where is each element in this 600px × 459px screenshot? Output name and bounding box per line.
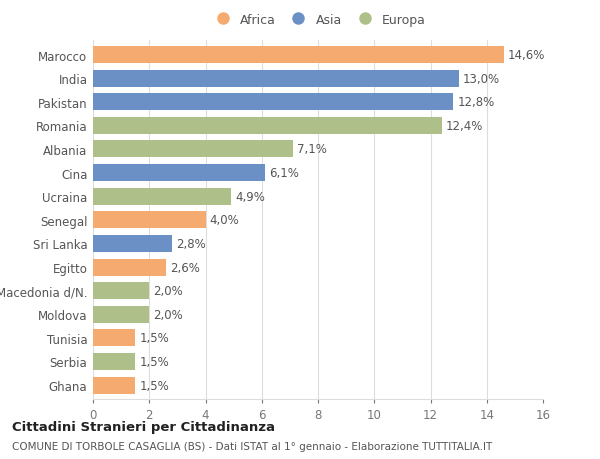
- Bar: [93, 141, 293, 158]
- Text: 7,1%: 7,1%: [297, 143, 327, 156]
- Bar: [93, 259, 166, 276]
- Bar: [93, 306, 149, 323]
- Text: 2,0%: 2,0%: [154, 308, 183, 321]
- Text: 12,8%: 12,8%: [457, 96, 494, 109]
- Bar: [93, 47, 503, 64]
- Legend: Africa, Asia, Europa: Africa, Asia, Europa: [205, 9, 431, 32]
- Bar: [93, 71, 458, 88]
- Text: 2,8%: 2,8%: [176, 237, 206, 250]
- Bar: [93, 235, 172, 252]
- Text: COMUNE DI TORBOLE CASAGLIA (BS) - Dati ISTAT al 1° gennaio - Elaborazione TUTTIT: COMUNE DI TORBOLE CASAGLIA (BS) - Dati I…: [12, 441, 492, 451]
- Bar: [93, 212, 205, 229]
- Text: 13,0%: 13,0%: [463, 73, 500, 85]
- Text: 1,5%: 1,5%: [139, 355, 169, 368]
- Text: 1,5%: 1,5%: [139, 379, 169, 392]
- Bar: [93, 188, 231, 205]
- Bar: [93, 282, 149, 299]
- Text: 1,5%: 1,5%: [139, 331, 169, 345]
- Text: 4,9%: 4,9%: [235, 190, 265, 203]
- Bar: [93, 165, 265, 182]
- Text: 4,0%: 4,0%: [210, 214, 239, 227]
- Bar: [93, 94, 453, 111]
- Text: 14,6%: 14,6%: [508, 49, 545, 62]
- Bar: [93, 118, 442, 134]
- Text: 12,4%: 12,4%: [446, 120, 484, 133]
- Text: 2,0%: 2,0%: [154, 285, 183, 297]
- Text: 6,1%: 6,1%: [269, 167, 299, 179]
- Text: Cittadini Stranieri per Cittadinanza: Cittadini Stranieri per Cittadinanza: [12, 420, 275, 433]
- Bar: [93, 330, 135, 347]
- Bar: [93, 353, 135, 370]
- Bar: [93, 377, 135, 394]
- Text: 2,6%: 2,6%: [170, 261, 200, 274]
